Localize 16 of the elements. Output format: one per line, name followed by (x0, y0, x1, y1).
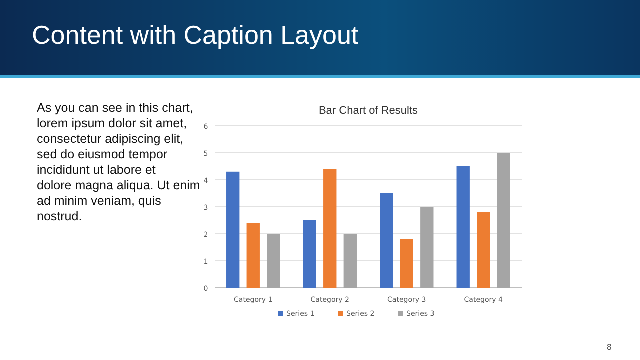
bar (246, 223, 260, 288)
bar (456, 166, 470, 288)
bar (226, 172, 240, 288)
bar (497, 153, 510, 288)
text: Content with Caption Layout (32, 20, 360, 50)
chart-title: Bar Chart of Results (318, 105, 419, 117)
bar (477, 212, 490, 288)
bar (267, 234, 280, 288)
bar (344, 234, 357, 288)
text: 8 (606, 343, 612, 352)
bar (420, 207, 434, 288)
bar (324, 169, 337, 288)
bar (400, 239, 414, 288)
text: As you can see in this chart, lorem ipsum dolor sit amet, consectetur adipiscing elit, sed do eiusmod tempor incididunt ut labore et dolore magna aliqua. Ut enim ad minim veniam, quis nostrud. (37, 101, 200, 224)
bar (380, 194, 394, 288)
bar (303, 220, 316, 288)
